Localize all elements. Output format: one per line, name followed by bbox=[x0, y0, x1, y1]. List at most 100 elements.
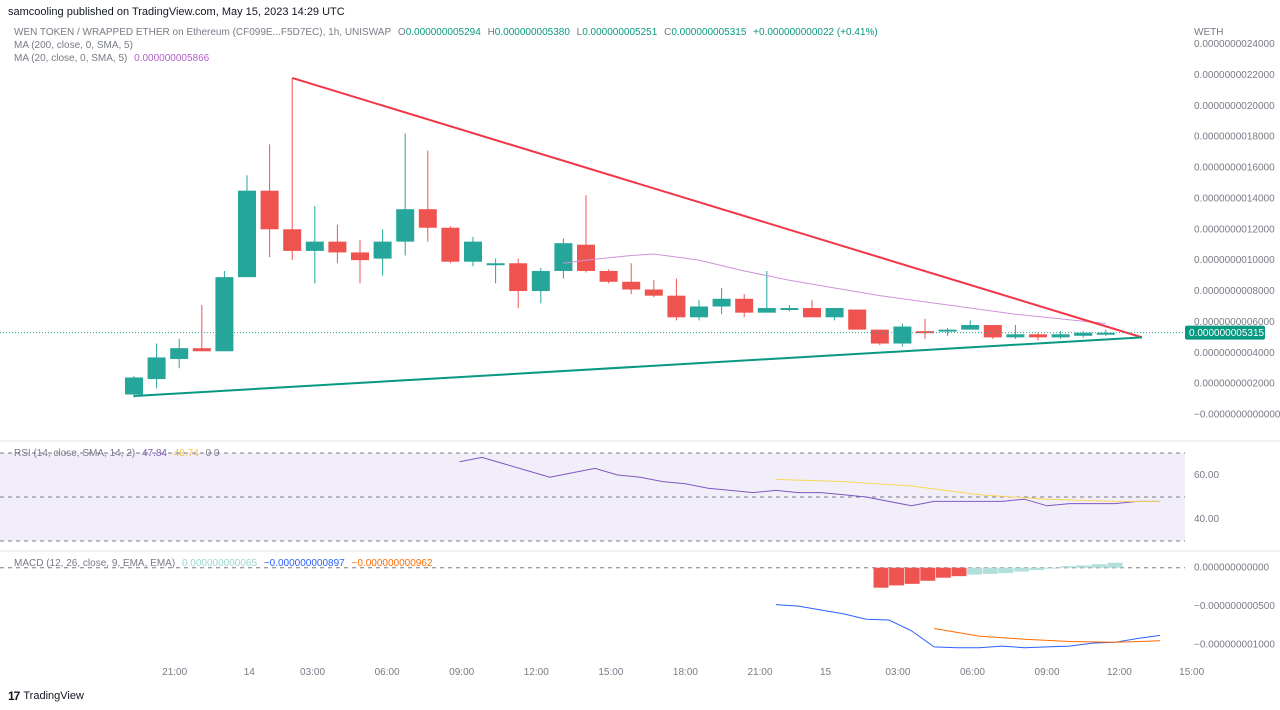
macd-axis-tick: 0.000000000000 bbox=[1194, 563, 1270, 574]
candle-body bbox=[486, 263, 505, 266]
macd-title: MACD (12, 26, close, 9, EMA, EMA) bbox=[14, 558, 176, 569]
high-value: 0.000000005380 bbox=[494, 27, 570, 38]
ma20-line bbox=[563, 253, 1106, 324]
macd-legend: MACD (12, 26, close, 9, EMA, EMA) 0.0000… bbox=[14, 558, 436, 569]
macd-histogram-bar bbox=[1107, 562, 1123, 568]
rsi-ma-line bbox=[775, 478, 1161, 502]
candle-body bbox=[531, 270, 550, 292]
price-axis-tick: 0.0000000006000 bbox=[1194, 317, 1275, 328]
rsi-line bbox=[459, 456, 1161, 507]
time-axis-tick: 03:00 bbox=[300, 667, 325, 678]
macd-histogram-bar bbox=[889, 567, 905, 586]
macd-histogram-bar bbox=[967, 567, 983, 575]
time-axis-tick: 18:00 bbox=[673, 667, 698, 678]
rsi-axis-tick: 60.00 bbox=[1194, 470, 1219, 481]
change-value: +0.000000000022 (+0.41%) bbox=[753, 27, 878, 38]
candle-body bbox=[825, 308, 844, 318]
candle-body bbox=[464, 241, 482, 262]
time-axis-tick: 15:00 bbox=[1179, 667, 1204, 678]
candle-body bbox=[577, 244, 595, 271]
macd-histogram-bar bbox=[935, 567, 951, 578]
price-axis-tick: 0.0000000004000 bbox=[1194, 348, 1275, 359]
price-axis-tick: 0.0000000024000 bbox=[1194, 39, 1275, 50]
macd-line bbox=[775, 604, 1161, 649]
candle-body bbox=[1074, 332, 1093, 336]
macd-histogram-bar bbox=[1045, 567, 1061, 569]
time-axis-tick: 09:00 bbox=[449, 667, 474, 678]
publish-info: samcooling published on TradingView.com,… bbox=[8, 6, 345, 18]
candle-body bbox=[351, 252, 369, 261]
close-value: 0.000000005315 bbox=[671, 27, 747, 38]
resistance-trendline bbox=[291, 77, 1143, 339]
macd-histogram-bar bbox=[1013, 567, 1029, 572]
candle-body bbox=[373, 241, 392, 259]
symbol-title: WEN TOKEN / WRAPPED ETHER on Ethereum (C… bbox=[14, 27, 392, 38]
axes: 0.0000000024000 0.0000000022000 0.00000000… bbox=[0, 39, 1280, 678]
macd-histogram-bar bbox=[982, 567, 998, 574]
time-axis-tick: 12:00 bbox=[1107, 667, 1132, 678]
candle-body bbox=[305, 241, 324, 251]
low-value: 0.000000005251 bbox=[582, 27, 658, 38]
candle-body bbox=[622, 281, 641, 290]
macd-axis-tick: −0.000000000500 bbox=[1194, 601, 1275, 612]
macd-histogram-bar bbox=[951, 567, 967, 577]
time-axis-tick: 09:00 bbox=[1035, 667, 1060, 678]
candle-body bbox=[1096, 332, 1115, 335]
time-axis-tick: 03:00 bbox=[885, 667, 910, 678]
candle-body bbox=[215, 277, 234, 352]
candle-body bbox=[170, 348, 189, 359]
symbol-legend: WEN TOKEN / WRAPPED ETHER on Ethereum (C… bbox=[14, 27, 882, 38]
time-axis-tick: 21:00 bbox=[162, 667, 187, 678]
candle-body bbox=[938, 329, 957, 332]
rsi-axis-tick: 40.00 bbox=[1194, 514, 1219, 525]
price-axis-tick: 0.0000000012000 bbox=[1194, 224, 1275, 235]
price-axis-tick: 0.0000000016000 bbox=[1194, 163, 1275, 174]
time-axis-tick: 21:00 bbox=[748, 667, 773, 678]
price-axis-tick: 0.0000000022000 bbox=[1194, 70, 1275, 81]
low-label: L bbox=[576, 27, 583, 38]
price-axis-tick: 0.0000000010000 bbox=[1194, 255, 1275, 266]
ma20-title: MA (20, close, 0, SMA, 5) bbox=[14, 53, 128, 64]
macd-line-value: −0.000000000897 bbox=[263, 558, 345, 569]
candle-body bbox=[667, 295, 686, 318]
candle-body bbox=[803, 308, 821, 318]
last-price-badge bbox=[1185, 325, 1265, 340]
macd-histogram-bar bbox=[998, 567, 1014, 574]
price-axis-tick: 0.0000000008000 bbox=[1194, 286, 1275, 297]
footer-brand: TradingView bbox=[23, 690, 84, 702]
candle-body bbox=[870, 329, 889, 344]
price-axis-tick: −0.0000000000000 bbox=[1194, 410, 1280, 421]
price-pane bbox=[0, 77, 1185, 398]
macd-histogram-bar bbox=[920, 567, 936, 581]
candle-body bbox=[599, 270, 618, 282]
candle-body bbox=[509, 263, 528, 292]
footer-branding[interactable]: 17 TradingView bbox=[8, 689, 84, 703]
candle-body bbox=[554, 243, 573, 271]
macd-histogram-bar bbox=[1029, 567, 1045, 570]
macd-axis-tick: −0.000000001000 bbox=[1194, 640, 1275, 651]
ma200-title: MA (200, close, 0, SMA, 5) bbox=[14, 40, 133, 51]
macd-histogram-bar bbox=[904, 567, 920, 584]
candle-body bbox=[238, 190, 256, 278]
open-label: O bbox=[397, 27, 406, 38]
tradingview-logo-icon: 17 bbox=[8, 689, 20, 703]
candle-body bbox=[260, 190, 279, 230]
candle-body bbox=[961, 325, 980, 330]
time-axis-tick: 14 bbox=[244, 667, 256, 678]
candle-body bbox=[283, 229, 302, 251]
macd-signal-line bbox=[933, 627, 1161, 643]
candle-body bbox=[418, 209, 437, 228]
candle-body bbox=[690, 306, 708, 318]
candle-body bbox=[192, 348, 211, 352]
candle-body bbox=[441, 227, 460, 262]
ma20-value: 0.000000005866 bbox=[134, 53, 210, 64]
macd-signal-value: −0.000000000962 bbox=[351, 558, 433, 569]
close-label: C bbox=[664, 27, 672, 38]
price-axis-tick: 0.0000000014000 bbox=[1194, 193, 1275, 204]
last-price-badge-text: 0.000000005315 bbox=[1189, 328, 1265, 339]
candle-body bbox=[1006, 334, 1025, 338]
candle-body bbox=[893, 326, 912, 344]
rsi-pane bbox=[0, 452, 1185, 542]
price-axis-tick: 0.0000000002000 bbox=[1194, 379, 1275, 390]
